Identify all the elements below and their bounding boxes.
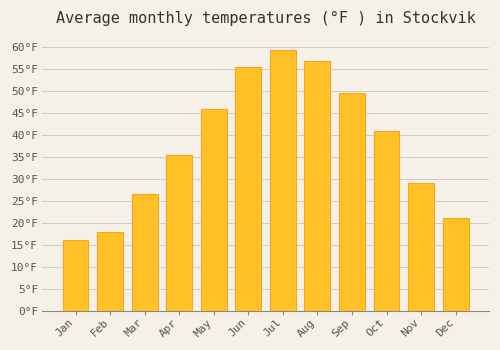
Bar: [442, 218, 468, 310]
Bar: [374, 131, 400, 310]
Bar: [408, 183, 434, 310]
Bar: [62, 240, 88, 310]
Bar: [304, 61, 330, 310]
Bar: [132, 194, 158, 310]
Bar: [270, 50, 296, 310]
Bar: [201, 109, 226, 310]
Bar: [97, 232, 123, 310]
Bar: [339, 93, 365, 310]
Title: Average monthly temperatures (°F ) in Stockvik: Average monthly temperatures (°F ) in St…: [56, 11, 476, 26]
Bar: [236, 67, 262, 310]
Bar: [166, 155, 192, 310]
